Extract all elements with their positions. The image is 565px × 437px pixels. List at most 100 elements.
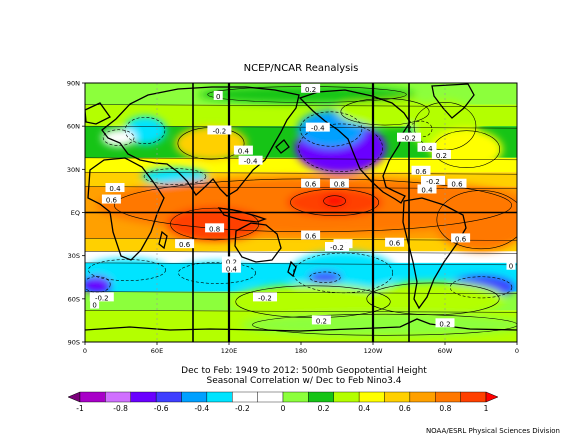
contour-label-bg (301, 178, 321, 188)
colorbar-arrow-left (67, 391, 81, 403)
correlation-field (289, 251, 397, 295)
contour-label-bg (435, 318, 455, 328)
coastline-south-america (402, 197, 467, 310)
contour-label: -0.2 (426, 178, 440, 186)
correlation-field (175, 261, 259, 285)
x-tick-label: 120E (221, 347, 238, 355)
colorbar-swatch (308, 391, 334, 403)
colorbar-swatch (333, 391, 360, 403)
coastline-madagascar (158, 230, 168, 250)
colorbar-tick-label: 1 (484, 404, 489, 413)
correlation-field (85, 275, 112, 294)
contour-line (290, 188, 380, 216)
latitude-band (85, 251, 517, 263)
contour-line (178, 262, 256, 284)
colorbar-tick-label: -1 (76, 404, 84, 413)
longitude-tick-labels: 0 60E 120E 180 120W 60W 0 (83, 342, 519, 355)
contour-label-bg (431, 149, 451, 159)
contour-line (340, 98, 430, 126)
colorbar-tick-label: 0.4 (358, 404, 370, 413)
colorbar-swatch (257, 391, 284, 403)
contour-label-bg (411, 165, 431, 175)
contour-label-bg (175, 239, 195, 249)
coastline-europe-west (85, 102, 111, 125)
correlation-field (361, 281, 505, 317)
contour-label: 0 (509, 263, 513, 271)
contour-label: 0.6 (305, 233, 317, 241)
colorbar (67, 391, 499, 403)
contour-line (436, 190, 517, 250)
contour-label: 0.4 (421, 186, 433, 194)
y-tick-label: 90N (67, 80, 80, 88)
contour-label: -0.2 (402, 135, 416, 143)
x-tick-label: 60E (151, 347, 163, 355)
latitude-tick-labels: 90N 60N 30N EQ 30S 60S 90S (67, 80, 85, 347)
contour-label: 0.6 (305, 181, 317, 189)
contour-label-bg (205, 223, 225, 233)
colorbar-swatch (155, 391, 182, 403)
contour-label: -0.2 (258, 294, 272, 302)
contour-label-bg (305, 122, 330, 132)
correlation-field (308, 271, 342, 284)
colorbar-swatch (130, 391, 157, 403)
colorbar-swatch (206, 391, 233, 403)
contour-line (409, 120, 433, 138)
contour-label-bg (451, 233, 471, 243)
colorbar-tick-label: -0.4 (194, 404, 209, 413)
y-tick-label: 90S (68, 339, 80, 347)
colorbar-swatch (409, 391, 436, 403)
colorbar-swatch (232, 391, 258, 403)
colorbar-swatch (460, 391, 487, 403)
contour-label-bg (325, 242, 349, 252)
colorbar-tick-label: 0 (281, 404, 286, 413)
correlation-field (141, 167, 209, 186)
colorbar-swatch (79, 391, 106, 403)
caption-line-2: Seasonal Correlation w/ Dec to Feb Nino3… (206, 376, 401, 386)
colorbar-tick-label: 0.6 (399, 404, 411, 413)
x-tick-label: 180 (295, 347, 307, 355)
x-tick-label: 60W (438, 347, 453, 355)
x-tick-label: 0 (83, 347, 87, 355)
contour-label-bg (397, 132, 421, 142)
credit-text: NOAA/ESRL Physical Sciences Division (426, 427, 560, 435)
contour-label-bg (207, 125, 232, 135)
coastline-africa (87, 157, 165, 261)
contour-label: 0.8 (334, 181, 345, 189)
correlation-field (199, 85, 415, 104)
y-tick-label: 30S (68, 252, 80, 260)
contour-label: 0.6 (455, 235, 467, 243)
contour-line (102, 129, 135, 146)
contour-line (252, 313, 517, 336)
coastline-north-america (298, 89, 411, 204)
contour-line (85, 125, 517, 129)
colorbar-swatch (358, 391, 385, 403)
correlation-fields (85, 85, 517, 337)
caption-line-1: Dec to Feb: 1949 to 2012: 500mb Geopoten… (181, 366, 427, 376)
contour-label: -0.4 (311, 125, 325, 133)
contour-label-bg (90, 299, 100, 309)
contour-line (88, 259, 166, 281)
colorbar-swatch (435, 391, 461, 403)
correlation-field (101, 129, 136, 147)
contour-label-bg (213, 90, 223, 100)
colorbar-swatch (384, 391, 411, 403)
x-tick-label: 120W (364, 347, 383, 355)
contour-label-bg (233, 145, 253, 155)
contour-label: 0.6 (451, 181, 463, 189)
contour-label: -0.4 (244, 158, 258, 166)
contour-label-bg (417, 184, 437, 194)
coastline-new-zealand (287, 260, 297, 278)
x-tick-label: 0 (515, 347, 519, 355)
contour-label: 0.2 (226, 258, 237, 266)
colorbar-tick-label: 0.2 (318, 404, 330, 413)
coastline-greenland (431, 83, 475, 119)
contour-label: 0 (92, 302, 96, 310)
contour-label-bg (238, 155, 263, 165)
contour-label-bg (417, 142, 437, 152)
colorbar-swatch (282, 391, 309, 403)
contour-label-bg (506, 260, 516, 270)
correlation-field (430, 129, 503, 170)
chart-title: NCEP/NCAR Reanalysis (244, 63, 359, 74)
contour-label-bg (301, 83, 321, 93)
